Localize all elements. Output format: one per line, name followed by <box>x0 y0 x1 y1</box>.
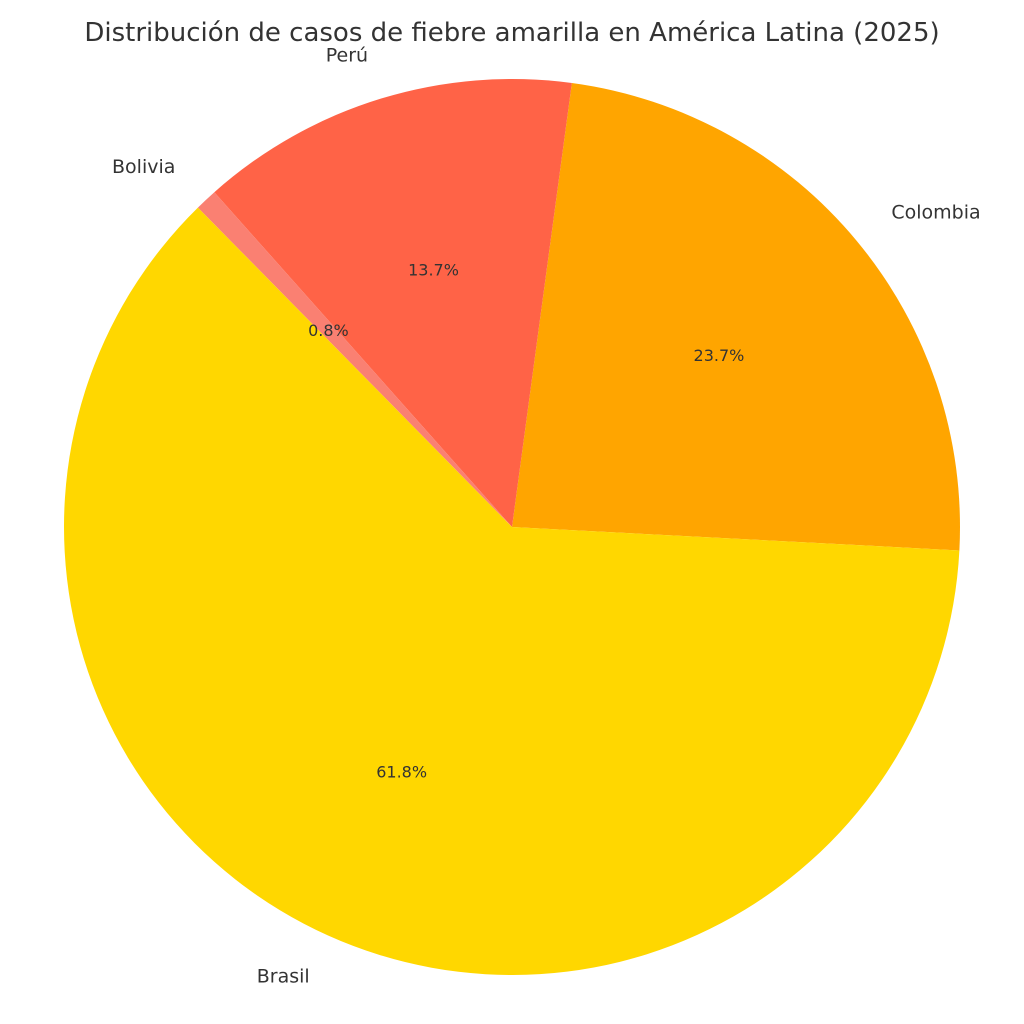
pie-slice-brasil <box>64 207 960 976</box>
pie-category-label: Brasil <box>257 965 310 987</box>
pie-slice-per- <box>214 78 572 527</box>
pie-value-label: 13.7% <box>408 260 459 279</box>
pie-slice-colombia <box>512 83 960 551</box>
pie-category-label: Colombia <box>891 201 980 223</box>
chart-title: Distribución de casos de fiebre amarilla… <box>84 18 939 48</box>
pie-slice-bolivia <box>197 192 512 527</box>
pie-category-label: Perú <box>326 45 368 67</box>
pie-labels: 23.7% Colombia 13.7% Perú 0.8% Bolivia 61.8% Br… <box>112 45 981 988</box>
pie-value-label: 61.8% <box>376 763 427 782</box>
pie-slices <box>64 78 960 976</box>
pie-category-label: Bolivia <box>112 156 175 178</box>
pie-value-label: 23.7% <box>694 346 745 365</box>
pie-value-label: 0.8% <box>308 321 349 340</box>
